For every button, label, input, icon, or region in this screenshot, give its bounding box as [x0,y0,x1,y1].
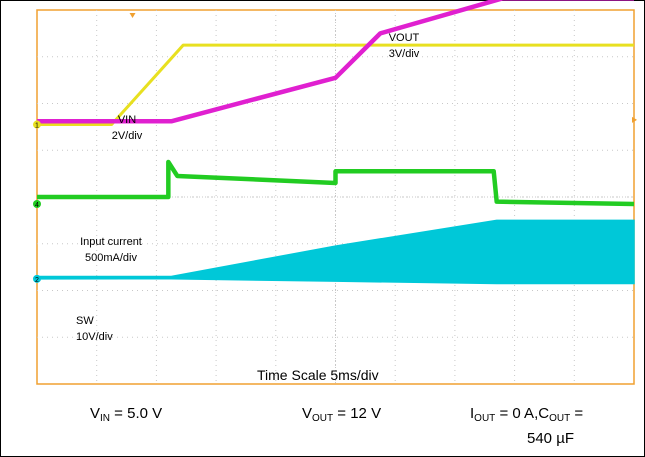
channel-marker-label: 4 [35,202,39,209]
vin-scale: 2V/div [112,130,143,142]
channel-marker-2 [33,274,41,283]
trace-vout [37,0,634,124]
caption-vin: VIN = 5.0 V [90,405,162,424]
trace-sw [36,219,635,285]
scope-screen: 1 4 2 [33,0,637,385]
trace-current [37,159,635,207]
channel-marker-4 [33,200,41,209]
time-scale-label: Time Scale 5ms/div [257,367,379,383]
caption: VIN = 5.0 V VOUT = 12 V IOUT = 0 A,COUT … [90,405,583,447]
caption-vout: VOUT = 12 V [302,405,381,424]
vin-label: VIN [118,114,136,126]
vout-scale: 3V/div [389,48,420,60]
channel-markers: 1 4 2 [33,13,637,284]
trigger-marker [129,13,136,18]
traces [36,0,635,285]
vout-label: VOUT [389,32,420,44]
caption-iout: IOUT = 0 A,COUT = [470,405,583,424]
trigger-level-marker [632,116,637,123]
channel-marker-1 [33,120,41,129]
caption-capacitance: 540 µF [527,430,574,447]
sw-label: SW [76,315,94,327]
current-scale: 500mA/div [85,252,137,264]
current-label: Input current [80,236,142,248]
channel-marker-label: 1 [35,123,39,130]
channel-marker-label: 2 [35,277,39,284]
sw-scale: 10V/div [76,331,113,343]
trace-vin [37,43,634,127]
